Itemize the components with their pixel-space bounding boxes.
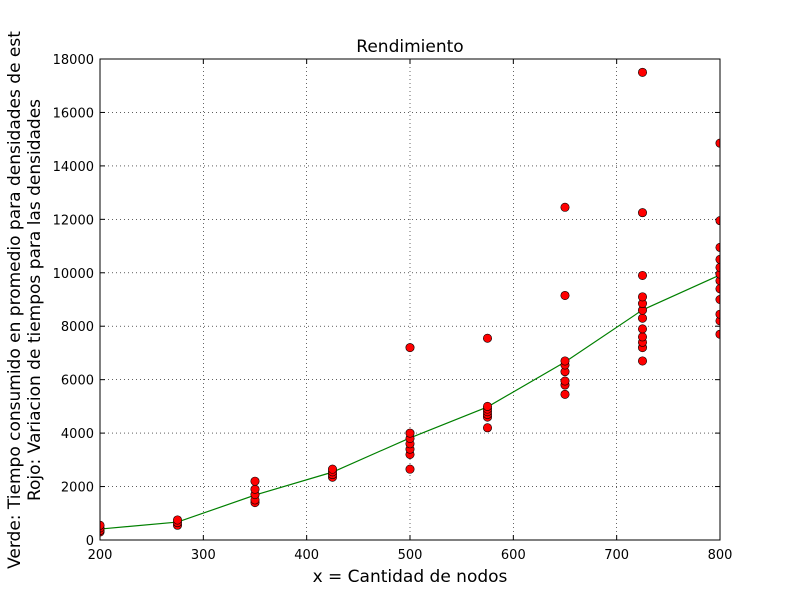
scatter-point xyxy=(482,401,492,411)
y-tick-label: 18000 xyxy=(53,53,94,68)
x-tick-label: 200 xyxy=(88,548,113,563)
scatter-point xyxy=(560,202,570,212)
scatter-point xyxy=(637,208,647,218)
x-tick-label: 600 xyxy=(501,548,526,563)
scatter-point xyxy=(560,376,570,386)
plot-frame xyxy=(99,58,721,541)
scatter-point xyxy=(560,290,570,300)
scatter-point xyxy=(637,313,647,323)
scatter-point xyxy=(405,464,415,474)
y-tick-label: 2000 xyxy=(61,481,94,496)
scatter-point xyxy=(405,428,415,438)
scatter-point xyxy=(637,332,647,342)
x-tick-label: 400 xyxy=(294,548,319,563)
scatter-point xyxy=(637,67,647,77)
scatter-point xyxy=(250,484,260,494)
x-tick-label: 800 xyxy=(708,548,733,563)
x-tick-label: 300 xyxy=(191,548,216,563)
scatter-point xyxy=(173,515,183,525)
y-tick-label: 0 xyxy=(86,534,94,549)
plot-area xyxy=(100,67,720,537)
y-tick-label: 14000 xyxy=(53,160,94,175)
x-axis-label: x = Cantidad de nodos xyxy=(313,567,508,587)
scatter-point xyxy=(250,476,260,486)
scatter-point xyxy=(560,356,570,366)
scatter-point xyxy=(482,423,492,433)
y-tick-label: 6000 xyxy=(61,374,94,389)
scatter-point xyxy=(637,324,647,334)
x-tick-label: 700 xyxy=(604,548,629,563)
scatter-point xyxy=(482,333,492,343)
y-tick-label: 10000 xyxy=(53,267,94,282)
y-axis-label: Rojo: Variacion de tiempos para las dens… xyxy=(25,99,45,501)
y-tick-label: 4000 xyxy=(61,427,94,442)
scatter-point xyxy=(405,343,415,353)
y-tick-label: 16000 xyxy=(53,106,94,121)
chart-title: Rendimiento xyxy=(356,37,463,57)
scatter-point xyxy=(637,292,647,302)
scatter-point xyxy=(560,389,570,399)
y-tick-label: 12000 xyxy=(53,213,94,228)
y-axis-label: Verde: Tiempo consumido en promedio para… xyxy=(5,31,25,569)
line xyxy=(100,274,720,530)
y-tick-label: 8000 xyxy=(61,320,94,335)
x-tick-label: 500 xyxy=(398,548,423,563)
scatter-point xyxy=(637,270,647,280)
scatter-point xyxy=(637,356,647,366)
scatter-point xyxy=(327,464,337,474)
